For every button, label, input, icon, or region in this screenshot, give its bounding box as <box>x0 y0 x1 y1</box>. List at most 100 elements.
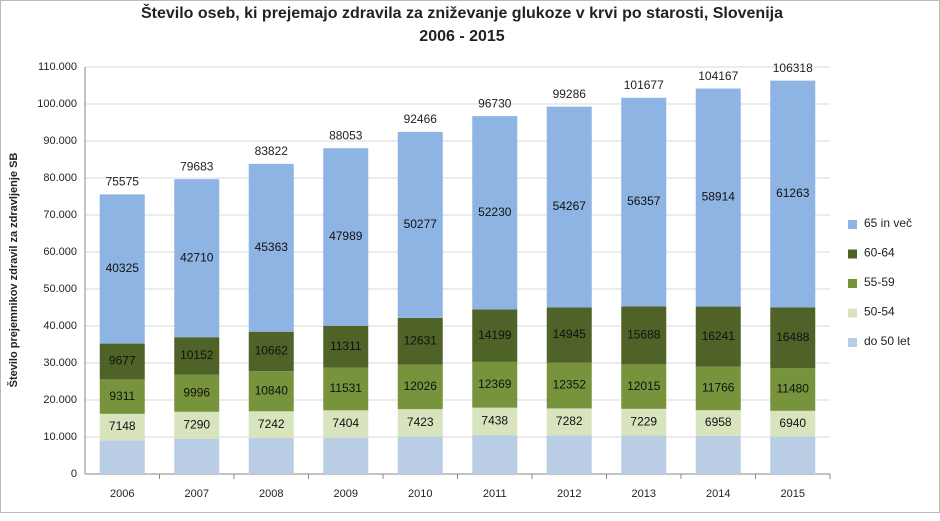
legend-label: do 50 let <box>864 334 911 348</box>
data-label: 12352 <box>553 378 587 392</box>
data-label: 12369 <box>478 377 512 391</box>
y-tick-label: 20.000 <box>43 394 77 406</box>
y-tick-label: 50.000 <box>43 283 77 295</box>
x-tick-label: 2010 <box>408 488 432 500</box>
y-tick-label: 60.000 <box>43 246 77 258</box>
chart-title: Število oseb, ki prejemajo zdravila za z… <box>141 3 783 22</box>
data-label: 10152 <box>180 348 214 362</box>
bar-segment <box>472 435 518 474</box>
bar-segment <box>99 379 145 414</box>
legend-swatch <box>848 308 857 318</box>
bar-segment <box>323 325 369 368</box>
bar-segment <box>546 435 592 474</box>
bar-segment <box>248 331 294 372</box>
data-label: 16241 <box>702 329 736 343</box>
bar-segment <box>695 306 741 367</box>
data-label: 9677 <box>109 354 136 368</box>
bar-segment <box>323 148 369 326</box>
data-label: 6958 <box>705 415 732 429</box>
bar-segment <box>472 361 518 408</box>
x-tick-label: 2014 <box>706 488 730 500</box>
x-tick-label: 2012 <box>557 488 581 500</box>
bar-segment <box>472 309 518 362</box>
data-label: 7404 <box>332 416 359 430</box>
bar-segment <box>621 435 667 474</box>
y-tick-label: 90.000 <box>43 135 77 147</box>
legend-label: 50-54 <box>864 305 895 319</box>
bar-segment <box>621 306 667 365</box>
bar-segment <box>695 366 741 411</box>
bar-segment <box>770 307 816 369</box>
data-label: 7282 <box>556 414 583 428</box>
bar-segment <box>174 179 220 338</box>
x-tick-label: 2006 <box>110 488 134 500</box>
bar-segment <box>546 362 592 409</box>
y-tick-label: 110.000 <box>38 61 77 73</box>
data-label: 16488 <box>776 330 810 344</box>
data-label: 7423 <box>407 415 434 429</box>
data-label: 56357 <box>627 194 661 208</box>
bar-segment <box>397 131 443 318</box>
x-tick-label: 2009 <box>334 488 358 500</box>
bar-segment <box>99 343 145 380</box>
bar-segment <box>621 364 667 409</box>
y-tick-label: 80.000 <box>43 172 77 184</box>
x-tick-label: 2007 <box>185 488 209 500</box>
y-tick-label: 40.000 <box>43 320 77 332</box>
legend-swatch <box>848 279 857 288</box>
total-label: 88053 <box>329 128 363 142</box>
data-label: 7229 <box>630 414 657 428</box>
data-label: 47989 <box>329 229 363 243</box>
data-label: 9311 <box>109 389 135 403</box>
bar-segment <box>770 410 816 437</box>
data-label: 14945 <box>553 327 587 341</box>
bar-segment <box>695 435 741 474</box>
bar-segment <box>99 194 145 344</box>
bar-segment <box>323 437 369 474</box>
x-tick-label: 2015 <box>781 488 805 500</box>
bar-segment <box>695 410 741 436</box>
total-label: 75575 <box>106 175 140 189</box>
bar-segment <box>323 410 369 438</box>
bar-segment <box>397 317 443 365</box>
data-label: 52230 <box>478 205 512 219</box>
data-label: 12631 <box>404 333 438 347</box>
bar-segment <box>248 371 294 412</box>
data-label: 40325 <box>106 261 140 275</box>
data-label: 11480 <box>777 382 810 396</box>
data-label: 15688 <box>627 328 661 342</box>
data-label: 61263 <box>776 186 810 200</box>
total-label: 79683 <box>180 159 214 173</box>
x-tick-label: 2008 <box>259 488 283 500</box>
bar-segment <box>323 367 369 411</box>
total-label: 104167 <box>698 69 738 83</box>
data-label: 50277 <box>404 217 438 231</box>
data-label: 10662 <box>255 344 289 358</box>
total-label: 92466 <box>404 112 438 126</box>
bar-segment <box>621 408 667 436</box>
data-label: 12015 <box>627 379 661 393</box>
y-tick-label: 30.000 <box>43 357 77 369</box>
legend-swatch <box>848 338 857 347</box>
data-label: 14199 <box>478 328 512 342</box>
y-tick-label: 70.000 <box>43 209 77 221</box>
legend-label: 60-64 <box>864 246 895 260</box>
bar-segment <box>546 408 592 436</box>
bar-segment <box>248 411 294 439</box>
total-label: 96730 <box>478 96 512 110</box>
x-tick-label: 2013 <box>632 488 656 500</box>
legend-swatch <box>848 249 857 259</box>
total-label: 83822 <box>255 144 289 158</box>
data-label: 45363 <box>255 240 289 254</box>
legend-label: 55-59 <box>864 275 895 289</box>
y-tick-label: 0 <box>71 468 77 480</box>
bar-segment <box>546 106 592 308</box>
bar-segment <box>174 374 220 412</box>
data-label: 7148 <box>109 419 136 433</box>
bar-segment <box>174 337 220 375</box>
total-label: 101677 <box>624 78 664 92</box>
bar-segment <box>248 163 294 332</box>
bar-segment <box>472 116 518 310</box>
legend-swatch <box>848 220 857 229</box>
